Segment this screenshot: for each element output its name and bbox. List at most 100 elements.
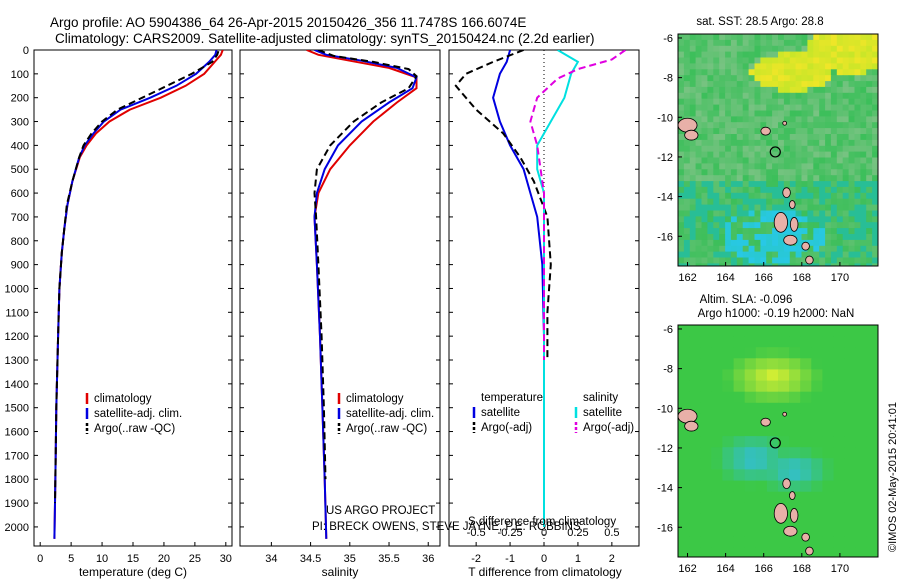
field-cell — [825, 186, 832, 194]
field-cell — [707, 39, 714, 47]
field-cell — [778, 358, 790, 370]
field-cell — [830, 122, 838, 129]
field-cell — [833, 425, 846, 437]
field-cell — [730, 128, 738, 135]
field-cell — [742, 81, 750, 88]
field-cell — [683, 175, 691, 182]
field-cell — [783, 263, 791, 266]
field-cell — [842, 222, 850, 229]
field-cell — [825, 175, 832, 182]
field-cell — [854, 34, 861, 41]
field-cell — [783, 57, 791, 64]
field-cell — [772, 163, 779, 170]
field-cell — [872, 175, 878, 182]
field-cell — [713, 34, 720, 41]
salinity-plot-frame — [239, 49, 441, 547]
field-cell — [830, 104, 838, 112]
field-cell — [707, 234, 714, 241]
field-cell — [872, 169, 878, 176]
field-cell — [825, 39, 832, 47]
field-cell — [683, 192, 691, 200]
field-cell — [833, 436, 846, 448]
field-cell — [725, 186, 732, 194]
field-cell — [725, 228, 732, 235]
field-cell — [742, 145, 750, 153]
field-cell — [701, 69, 708, 76]
field-cell — [807, 110, 814, 117]
field-cell — [800, 513, 812, 526]
field-cell — [772, 34, 779, 41]
field-cell — [848, 39, 856, 47]
field-cell — [725, 163, 732, 170]
field-cell — [689, 536, 701, 548]
field-cell — [866, 181, 873, 188]
field-cell — [689, 75, 697, 82]
field-cell — [854, 186, 861, 194]
field-cell — [748, 216, 756, 223]
field-cell — [748, 145, 756, 153]
field-cell — [789, 210, 797, 217]
field-cell — [778, 436, 790, 448]
field-cell — [711, 547, 723, 557]
field-cell — [730, 51, 738, 59]
field-cell — [789, 81, 797, 88]
field-cell — [748, 128, 756, 135]
field-cell — [819, 151, 826, 159]
lat-tick-label: -10 — [657, 403, 673, 415]
field-cell — [689, 151, 697, 159]
field-cell — [825, 181, 832, 188]
field-cell — [754, 228, 761, 235]
field-cell — [848, 122, 856, 129]
lat-tick-label: -16 — [657, 231, 673, 243]
field-cell — [766, 134, 773, 141]
field-cell — [678, 157, 685, 164]
field-cell — [830, 228, 838, 235]
field-cell — [860, 222, 867, 229]
field-cell — [701, 110, 708, 117]
field-cell — [836, 110, 844, 117]
field-cell — [742, 204, 750, 212]
field-cell — [695, 151, 703, 159]
field-cell — [825, 145, 832, 153]
field-cell — [778, 469, 790, 482]
field-cell — [711, 525, 723, 537]
field-cell — [689, 210, 697, 217]
field-cell — [842, 104, 850, 112]
field-cell — [736, 45, 744, 53]
field-cell — [783, 116, 791, 123]
field-cell — [866, 34, 873, 41]
field-cell — [695, 86, 703, 94]
field-cell — [860, 104, 867, 112]
field-cell — [725, 175, 732, 182]
field-cell — [766, 57, 773, 64]
field-cell — [755, 536, 768, 548]
field-cell — [836, 128, 844, 135]
depth-tick-label: 1400 — [5, 379, 29, 391]
field-cell — [695, 69, 703, 76]
field-cell — [800, 336, 812, 348]
field-cell — [766, 116, 773, 123]
field-cell — [701, 251, 708, 259]
field-cell — [725, 181, 732, 188]
field-cell — [713, 163, 720, 170]
field-cell — [711, 425, 723, 437]
field-cell — [719, 157, 726, 164]
field-cell — [713, 263, 720, 266]
field-cell — [848, 51, 856, 59]
field-cell — [683, 104, 691, 112]
field-cell — [825, 69, 832, 76]
field-cell — [783, 51, 791, 59]
field-cell — [819, 222, 826, 229]
field-cell — [711, 336, 723, 348]
field-cell — [778, 157, 785, 164]
field-cell — [801, 57, 808, 64]
field-cell — [836, 39, 844, 47]
field-cell — [748, 86, 756, 94]
field-cell — [713, 92, 720, 100]
field-cell — [678, 75, 685, 82]
field-cell — [848, 192, 856, 200]
difference-depth-ticks — [449, 49, 639, 528]
field-cell — [713, 186, 720, 194]
field-cell — [742, 51, 750, 59]
field-cell — [807, 81, 814, 88]
